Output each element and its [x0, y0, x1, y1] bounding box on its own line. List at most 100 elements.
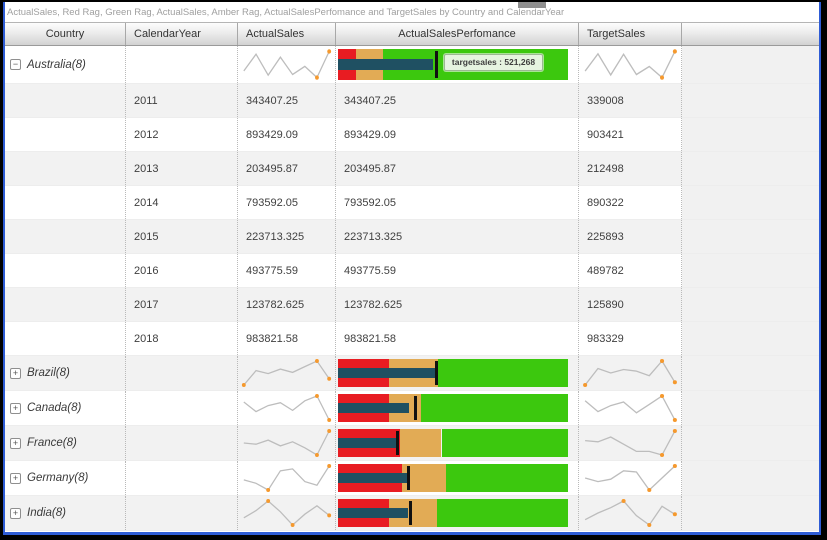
- table-header-row: Country CalendarYear ActualSales ActualS…: [5, 22, 819, 46]
- sparkline-dot: [315, 453, 319, 457]
- table-row: 2015 223713.325 223713.325 225893: [5, 220, 819, 254]
- bullet-chart[interactable]: [338, 429, 568, 457]
- sparkline-dot: [621, 499, 626, 503]
- actual-sales-perfomance-cell: 123782.625: [336, 288, 579, 321]
- actual-sales-perfomance-cell: [336, 426, 579, 460]
- country-cell-empty: [5, 288, 126, 321]
- target-sales-cell: 983329: [579, 322, 682, 355]
- target-sales-cell: [579, 46, 682, 83]
- title-bar: ActualSales, Red Rag, Green Rag, ActualS…: [5, 2, 819, 22]
- actual-sales-cell: 203495.87: [238, 152, 336, 185]
- actual-sales-cell: 983821.58: [238, 322, 336, 355]
- sparkline-dot: [327, 429, 332, 433]
- calendar-year-cell: 2014: [126, 186, 238, 219]
- country-label[interactable]: Germany(8): [27, 472, 89, 484]
- country-label[interactable]: India(8): [27, 507, 66, 519]
- actual-sales-cell: [238, 496, 336, 530]
- actual-sales-cell: [238, 461, 336, 495]
- calendar-year-cell: 2016: [126, 254, 238, 287]
- sparkline-dot: [672, 380, 677, 385]
- table-row: + Brazil(8): [5, 356, 819, 391]
- column-header-calendaryear[interactable]: CalendarYear: [126, 23, 238, 45]
- target-sales-cell: 903421: [579, 118, 682, 151]
- measure-bar: [338, 58, 433, 71]
- empty-column-cell: [682, 254, 819, 287]
- sparkline-dot: [659, 453, 665, 457]
- amber-band: [402, 464, 447, 492]
- sparkline-dot: [327, 513, 332, 518]
- actual-sales-sparkline: [243, 464, 332, 492]
- country-cell-empty: [5, 220, 126, 253]
- column-header-actualsalesperfomance[interactable]: ActualSalesPerfomance: [336, 23, 579, 45]
- column-header-actualsales[interactable]: ActualSales: [238, 23, 336, 45]
- sparkline-dot: [672, 429, 677, 433]
- calendar-year-cell: 2012: [126, 118, 238, 151]
- scrollbar-thumb[interactable]: [518, 2, 546, 8]
- bullet-chart[interactable]: [338, 359, 568, 387]
- calendar-year-cell: [126, 426, 238, 460]
- target-line: [435, 360, 439, 386]
- actual-sales-perfomance-cell: [336, 461, 579, 495]
- calendar-year-cell: [126, 461, 238, 495]
- green-band: [441, 429, 568, 457]
- target-sales-cell: [579, 356, 682, 390]
- bullet-chart[interactable]: [338, 464, 568, 492]
- calendar-year-cell: 2018: [126, 322, 238, 355]
- column-header-country[interactable]: Country: [5, 23, 126, 45]
- target-sales-sparkline: [584, 394, 677, 422]
- actual-sales-cell: [238, 391, 336, 425]
- sparkline-dot: [327, 418, 332, 422]
- target-sales-sparkline: [584, 464, 677, 492]
- expand-icon[interactable]: +: [10, 437, 21, 449]
- empty-column-cell: [682, 46, 819, 83]
- column-header-targetsales[interactable]: TargetSales: [579, 23, 682, 45]
- actual-sales-perfomance-cell: [336, 496, 579, 530]
- country-label[interactable]: Canada(8): [27, 402, 82, 414]
- actual-sales-cell: 893429.09: [238, 118, 336, 151]
- country-cell: + Brazil(8): [5, 356, 126, 390]
- target-line: [413, 395, 417, 421]
- bullet-chart[interactable]: [338, 394, 568, 422]
- measure-bar: [338, 367, 436, 379]
- bullet-chart[interactable]: targetsales : 521,268: [338, 49, 568, 80]
- target-sales-cell: 489782: [579, 254, 682, 287]
- expand-icon[interactable]: +: [10, 367, 21, 379]
- actual-sales-perfomance-cell: 343407.25: [336, 84, 579, 117]
- country-label[interactable]: France(8): [27, 437, 77, 449]
- country-cell: + Canada(8): [5, 391, 126, 425]
- sparkline-dot: [672, 418, 677, 422]
- sparkline-dot: [672, 464, 677, 468]
- empty-column-cell: [682, 288, 819, 321]
- visual-title: ActualSales, Red Rag, Green Rag, ActualS…: [7, 7, 565, 18]
- empty-column-cell: [682, 152, 819, 185]
- target-sales-cell: 125890: [579, 288, 682, 321]
- collapse-icon[interactable]: −: [10, 59, 21, 70]
- expand-icon[interactable]: +: [10, 402, 21, 414]
- sparkline-dot: [266, 488, 271, 492]
- table-row: + Canada(8): [5, 391, 819, 426]
- table-body: − Australia(8) targetsales : 521,268 2011 34…: [5, 46, 819, 532]
- empty-column-cell: [682, 426, 819, 460]
- country-cell-empty: [5, 152, 126, 185]
- target-sales-sparkline: [584, 499, 677, 527]
- sparkline-dot: [672, 512, 677, 517]
- country-label[interactable]: Brazil(8): [27, 367, 70, 379]
- actual-sales-perfomance-cell: 203495.87: [336, 152, 579, 185]
- country-label[interactable]: Australia(8): [27, 58, 86, 71]
- country-cell-empty: [5, 322, 126, 355]
- sparkline-dot: [290, 523, 295, 527]
- amber-band: [400, 429, 442, 457]
- actual-sales-cell: 343407.25: [238, 84, 336, 117]
- target-line: [408, 500, 412, 526]
- measure-bar: [338, 437, 396, 449]
- empty-column-cell: [682, 391, 819, 425]
- bullet-chart[interactable]: [338, 499, 568, 527]
- table-row: + France(8): [5, 426, 819, 461]
- table-row: − Australia(8) targetsales : 521,268: [5, 46, 819, 84]
- target-sales-cell: [579, 391, 682, 425]
- expand-icon[interactable]: +: [10, 472, 21, 484]
- target-sales-cell: 225893: [579, 220, 682, 253]
- expand-icon[interactable]: +: [10, 507, 21, 519]
- target-line: [435, 51, 439, 78]
